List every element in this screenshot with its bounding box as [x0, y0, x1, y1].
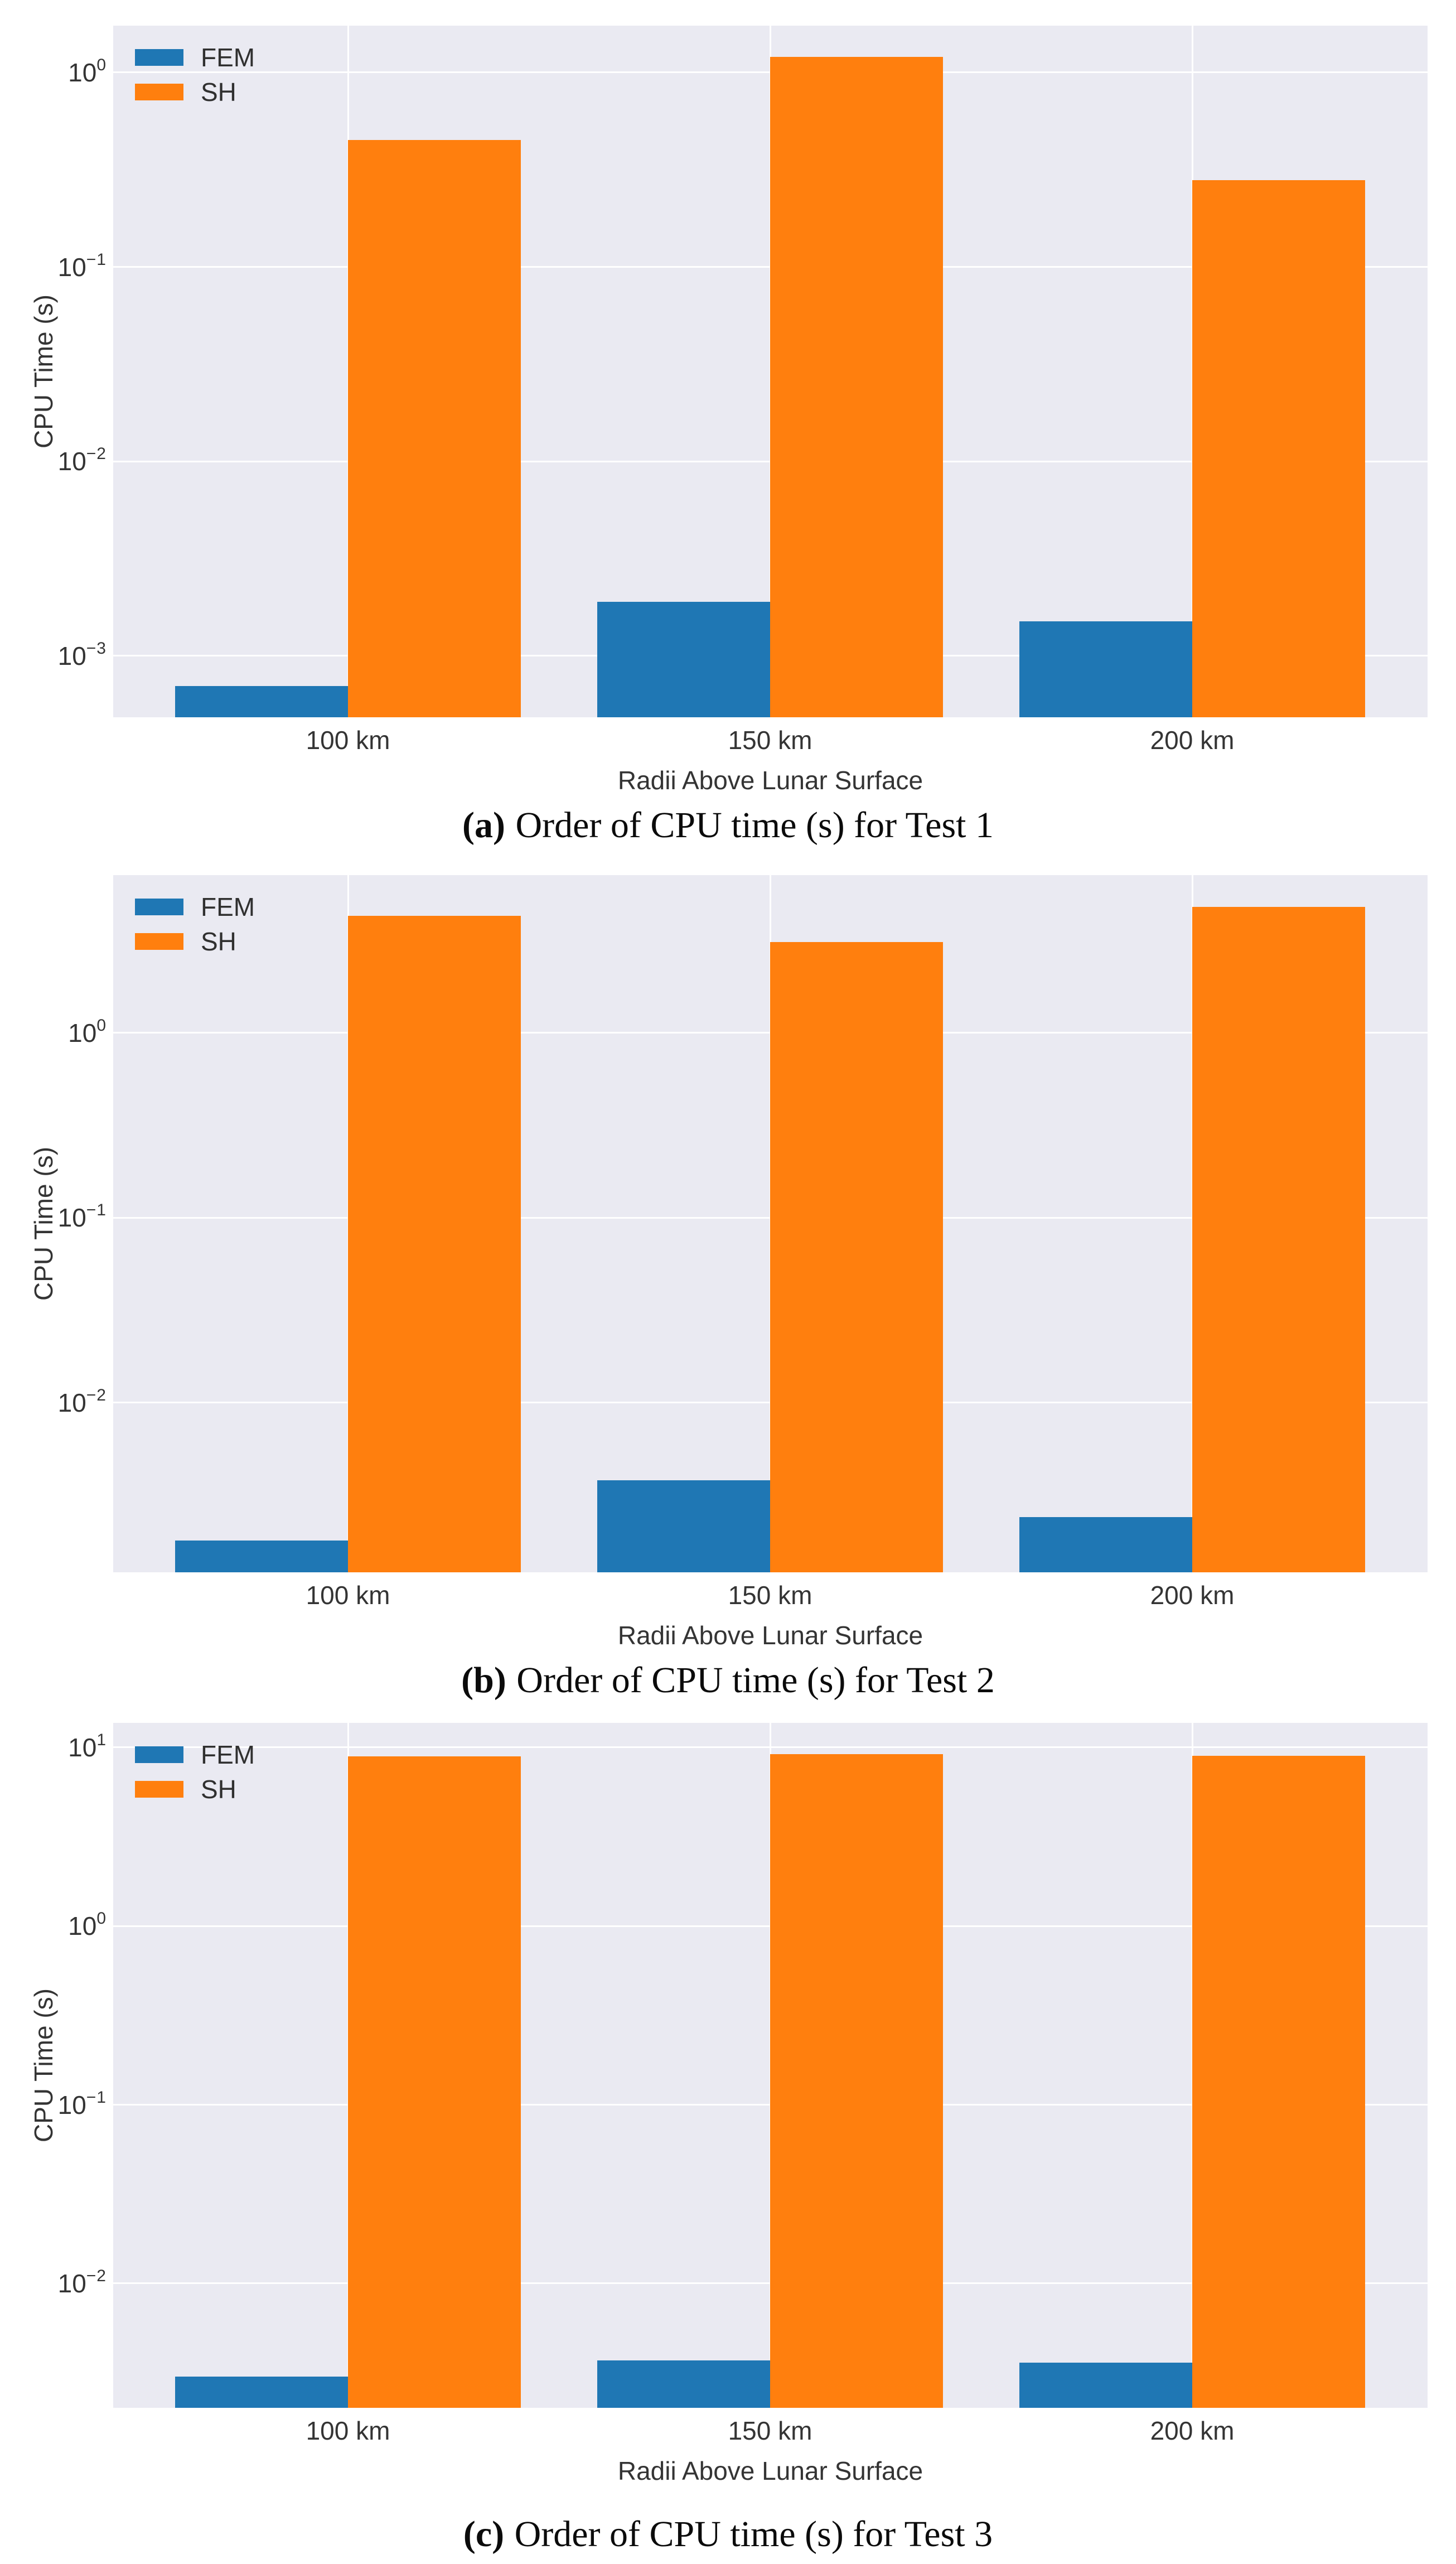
x-tick-label: 200 km: [1150, 1581, 1235, 1610]
legend-swatch-fem: [135, 899, 183, 915]
y-tick-label: 10−1: [57, 1201, 107, 1233]
x-tick-label: 100 km: [306, 726, 390, 755]
legend-label-sh: SH: [201, 78, 236, 107]
x-axis-label: Radii Above Lunar Surface: [617, 766, 923, 795]
caption-text: Order of CPU time (s) for Test 3: [514, 2514, 993, 2555]
chart-panel: FEM SH: [113, 26, 1428, 717]
y-tick-label: 10−2: [57, 1385, 107, 1417]
y-tick-label: 100: [68, 1016, 107, 1047]
bar-sh-200-km: [1192, 180, 1365, 717]
legend: FEM SH: [135, 1740, 358, 1819]
legend-swatch-fem: [135, 1746, 183, 1763]
y-tick-label: 100: [68, 1909, 107, 1941]
legend: FEM SH: [135, 892, 358, 971]
caption-text: Order of CPU time (s) for Test 1: [515, 805, 994, 846]
legend: FEM SH: [135, 43, 358, 122]
bar-sh-150-km: [770, 57, 943, 717]
legend-label-fem: FEM: [201, 43, 255, 72]
legend-item-sh: SH: [135, 78, 236, 107]
y-tick-label: 101: [68, 1730, 107, 1762]
y-tick-label: 10−3: [57, 639, 107, 670]
figure-test2: CPU Time (s) FEM SH 100 10−1 10−2 100 km 15…: [0, 855, 1456, 1710]
caption-text: Order of CPU time (s) for Test 2: [516, 1660, 995, 1701]
legend-swatch-sh: [135, 1781, 183, 1798]
bar-fem-150-km: [597, 601, 770, 717]
legend-item-sh: SH: [135, 1775, 236, 1804]
legend-item-sh: SH: [135, 927, 236, 956]
bar-sh-150-km: [770, 1754, 943, 2408]
x-axis-label: Radii Above Lunar Surface: [617, 2456, 923, 2485]
legend-swatch-sh: [135, 933, 183, 950]
figure-caption: (b) Order of CPU time (s) for Test 2: [0, 1659, 1456, 1702]
x-tick-label: 200 km: [1150, 726, 1235, 755]
bar-sh-150-km: [770, 941, 943, 1572]
bar-sh-100-km: [348, 139, 521, 717]
figure-test3: CPU Time (s) FEM SH 101 100 10−1 10−2 100 k…: [0, 1709, 1456, 2564]
bar-sh-100-km: [348, 915, 521, 1572]
bar-sh-200-km: [1192, 1755, 1365, 2408]
bar-fem-100-km: [175, 2377, 348, 2408]
legend-item-fem: FEM: [135, 892, 255, 921]
bar-fem-200-km: [1019, 621, 1192, 717]
y-tick-label: 100: [68, 55, 107, 87]
caption-label: (b): [461, 1660, 506, 1701]
y-tick-label: 10−2: [57, 445, 107, 476]
x-axis-label: Radii Above Lunar Surface: [617, 1621, 923, 1650]
y-axis-label: CPU Time (s): [29, 1988, 58, 2142]
y-tick-label: 10−1: [57, 250, 107, 282]
legend-label-fem: FEM: [201, 892, 255, 921]
legend-item-fem: FEM: [135, 43, 255, 72]
y-tick-label: 10−1: [57, 2088, 107, 2119]
caption-label: (c): [463, 2514, 505, 2555]
x-tick-label: 200 km: [1150, 2416, 1235, 2445]
x-tick-label: 100 km: [306, 1581, 390, 1610]
chart-panel: FEM SH: [113, 1723, 1428, 2408]
bar-sh-100-km: [348, 1756, 521, 2408]
legend-swatch-sh: [135, 84, 183, 100]
bar-fem-100-km: [175, 1540, 348, 1572]
y-tick-label: 10−2: [57, 2266, 107, 2298]
legend-swatch-fem: [135, 49, 183, 66]
caption-label: (a): [462, 805, 505, 846]
bar-fem-200-km: [1019, 1517, 1192, 1572]
figure-caption: (c) Order of CPU time (s) for Test 3: [0, 2513, 1456, 2556]
x-tick-label: 150 km: [728, 726, 812, 755]
bar-fem-100-km: [175, 685, 348, 717]
legend-item-fem: FEM: [135, 1740, 255, 1769]
legend-label-sh: SH: [201, 1775, 236, 1804]
bar-fem-150-km: [597, 1480, 770, 1572]
chart-panel: FEM SH: [113, 875, 1428, 1572]
legend-label-sh: SH: [201, 927, 236, 956]
bar-fem-200-km: [1019, 2362, 1192, 2408]
figure-caption: (a) Order of CPU time (s) for Test 1: [0, 804, 1456, 847]
legend-label-fem: FEM: [201, 1740, 255, 1769]
x-tick-label: 150 km: [728, 1581, 812, 1610]
x-tick-label: 150 km: [728, 2416, 812, 2445]
y-axis-label: CPU Time (s): [29, 294, 58, 448]
bar-fem-150-km: [597, 2360, 770, 2408]
x-tick-label: 100 km: [306, 2416, 390, 2445]
bar-sh-200-km: [1192, 906, 1365, 1572]
figure-test1: CPU Time (s) FEM SH 100 10−1 10−2 10−3 100 …: [0, 0, 1456, 855]
